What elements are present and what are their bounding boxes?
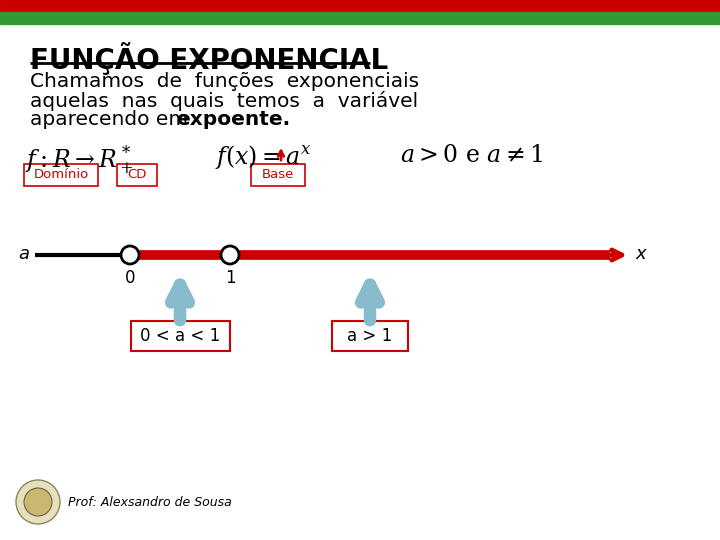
- Text: 0 < a < 1: 0 < a < 1: [140, 327, 220, 345]
- FancyBboxPatch shape: [332, 321, 408, 351]
- FancyBboxPatch shape: [130, 321, 230, 351]
- Text: x: x: [635, 245, 646, 263]
- FancyBboxPatch shape: [117, 164, 157, 186]
- Circle shape: [24, 488, 52, 516]
- Circle shape: [121, 246, 139, 264]
- Text: Domínio: Domínio: [33, 168, 89, 181]
- Circle shape: [221, 246, 239, 264]
- FancyBboxPatch shape: [24, 164, 98, 186]
- Text: $f: R \rightarrow R_+^*$: $f: R \rightarrow R_+^*$: [25, 143, 134, 176]
- Text: a > 1: a > 1: [347, 327, 392, 345]
- Text: $a > 0\ \mathrm{e}\ a \neq 1$: $a > 0\ \mathrm{e}\ a \neq 1$: [400, 143, 544, 167]
- FancyBboxPatch shape: [251, 164, 305, 186]
- Text: a: a: [18, 245, 29, 263]
- Text: aparecendo em: aparecendo em: [30, 110, 194, 129]
- Text: Chamamos  de  funções  exponenciais: Chamamos de funções exponenciais: [30, 72, 419, 91]
- Bar: [0, 12, 720, 24]
- Bar: [0, 0, 720, 12]
- Text: 0: 0: [125, 269, 135, 287]
- Text: Prof: Alexsandro de Sousa: Prof: Alexsandro de Sousa: [68, 496, 232, 509]
- Text: $f(x)=a^x$: $f(x)=a^x$: [215, 143, 312, 171]
- Text: FUNÇÃO EXPONENCIAL: FUNÇÃO EXPONENCIAL: [30, 42, 388, 75]
- Circle shape: [16, 480, 60, 524]
- Text: aquelas  nas  quais  temos  a  variável: aquelas nas quais temos a variável: [30, 91, 418, 111]
- Text: expoente.: expoente.: [176, 110, 290, 129]
- Text: CD: CD: [127, 168, 147, 181]
- Text: 1: 1: [225, 269, 235, 287]
- Text: Base: Base: [262, 168, 294, 181]
